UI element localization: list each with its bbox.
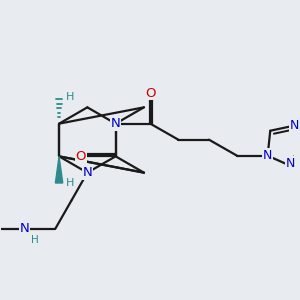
Text: O: O xyxy=(76,150,86,163)
Polygon shape xyxy=(56,156,63,183)
Text: H: H xyxy=(66,92,75,102)
Text: H: H xyxy=(66,178,75,188)
Text: N: N xyxy=(111,117,121,130)
Text: N: N xyxy=(263,149,272,162)
Text: O: O xyxy=(145,86,156,100)
Text: N: N xyxy=(82,166,92,179)
Text: N: N xyxy=(286,157,295,170)
Text: N: N xyxy=(290,119,299,132)
Text: H: H xyxy=(31,235,39,245)
Text: N: N xyxy=(20,222,30,235)
